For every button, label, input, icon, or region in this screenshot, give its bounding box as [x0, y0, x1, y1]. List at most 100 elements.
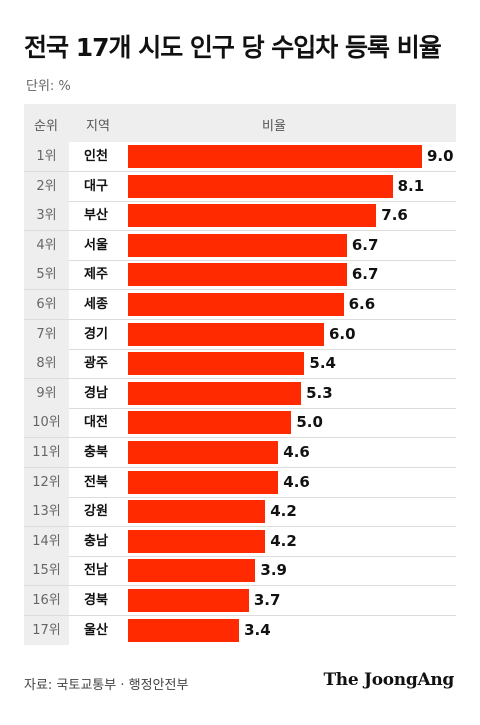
bar	[128, 589, 249, 612]
bar	[128, 174, 393, 198]
row-divider	[24, 496, 456, 498]
chart-title: 전국 17개 시도 인구 당 수입차 등록 비율	[24, 33, 442, 62]
rank-label: 9위	[24, 378, 69, 408]
region-label: 강원	[84, 504, 108, 520]
region-label: 울산	[84, 622, 108, 638]
value-label: 3.7	[253, 591, 281, 609]
table-row: 12위 전북 4.6	[24, 467, 456, 497]
table-row: 10위 대전 5.0	[24, 408, 456, 438]
table-row: 15위 전남 3.9	[24, 556, 456, 586]
row-divider	[24, 200, 456, 202]
bar	[128, 352, 305, 376]
brand-logo: The JoongAng	[323, 670, 454, 690]
bar	[128, 618, 240, 642]
region-label: 제주	[84, 267, 108, 283]
value-label: 5.4	[309, 354, 336, 373]
rank-label: 8위	[24, 349, 69, 379]
bar	[128, 145, 422, 168]
row-divider	[24, 289, 456, 291]
bar	[128, 263, 347, 287]
region-label: 부산	[84, 208, 108, 224]
table-row: 16위 경북 3.7	[24, 586, 456, 615]
table-row: 5위 제주 6.7	[24, 260, 456, 290]
value-label: 4.2	[270, 531, 297, 550]
table-row: 17위 울산 3.4	[24, 615, 456, 645]
rank-label: 6위	[24, 290, 69, 319]
rank-label: 2위	[24, 171, 69, 201]
bar	[128, 293, 344, 316]
row-divider	[24, 348, 456, 350]
table-header: 순위 지역 비율	[24, 104, 456, 142]
row-divider	[24, 615, 456, 616]
row-divider	[24, 437, 456, 439]
bar	[128, 500, 266, 524]
rank-label: 3위	[24, 201, 69, 231]
region-label: 대구	[84, 178, 108, 194]
bar	[128, 441, 279, 464]
rank-label: 14위	[24, 526, 69, 556]
rank-label: 12위	[24, 467, 69, 497]
row-divider	[24, 259, 456, 261]
region-label: 경기	[84, 326, 108, 342]
table-row: 8위 광주 5.4	[24, 349, 456, 379]
bar	[128, 233, 347, 257]
region-label: 세종	[84, 297, 108, 312]
rank-column-header: 순위	[34, 119, 58, 134]
table-row: 11위 충북 4.6	[24, 438, 456, 467]
bar	[128, 322, 324, 346]
value-label: 8.1	[397, 176, 425, 195]
row-divider	[24, 171, 456, 172]
bar	[128, 470, 279, 494]
region-label: 서울	[84, 237, 108, 253]
region-label: 경남	[84, 385, 108, 401]
rank-label: 15위	[24, 556, 69, 586]
region-label: 전남	[84, 563, 108, 579]
table-row: 3위 부산 7.6	[24, 201, 456, 231]
rank-label: 7위	[24, 319, 69, 349]
region-label: 충남	[84, 533, 108, 549]
bar	[128, 529, 266, 553]
rank-label: 5위	[24, 260, 69, 290]
rank-label: 11위	[24, 438, 69, 467]
rank-label: 17위	[24, 615, 69, 645]
value-label: 7.6	[381, 206, 408, 225]
value-label: 6.7	[351, 235, 379, 254]
value-label: 6.7	[351, 265, 379, 284]
value-label: 3.9	[260, 561, 287, 580]
rank-label: 1위	[24, 142, 69, 171]
value-label: 6.0	[329, 324, 356, 343]
value-label: 4.6	[283, 443, 310, 461]
row-divider	[24, 407, 456, 409]
value-label: 9.0	[427, 147, 454, 165]
region-label: 경북	[84, 593, 108, 608]
table-row: 6위 세종 6.6	[24, 290, 456, 319]
source-note: 자료: 국토교통부 · 행정안전부	[24, 678, 189, 693]
region-label: 전북	[84, 474, 108, 490]
value-label: 5.0	[296, 413, 323, 432]
region-label: 충북	[84, 445, 108, 460]
bar	[128, 559, 256, 583]
table-row: 14위 충남 4.2	[24, 526, 456, 556]
value-label: 4.2	[270, 502, 297, 521]
bar	[128, 381, 302, 405]
value-label: 4.6	[283, 472, 310, 491]
row-divider	[24, 585, 456, 587]
unit-label: 단위: %	[26, 79, 71, 94]
table-row: 1위 인천 9.0	[24, 142, 456, 171]
row-divider	[24, 378, 456, 380]
region-column-header: 지역	[86, 119, 110, 134]
region-label: 인천	[84, 149, 108, 164]
table-row: 13위 강원 4.2	[24, 497, 456, 527]
row-divider	[24, 555, 456, 557]
table-row: 4위 서울 6.7	[24, 230, 456, 260]
rank-label: 4위	[24, 230, 69, 260]
table-row: 9위 경남 5.3	[24, 378, 456, 408]
rank-label: 16위	[24, 586, 69, 615]
bar	[128, 204, 377, 228]
table-row: 7위 경기 6.0	[24, 319, 456, 349]
value-label: 6.6	[348, 295, 376, 313]
row-divider	[24, 319, 456, 320]
region-label: 광주	[84, 356, 108, 372]
table-row: 2위 대구 8.1	[24, 171, 456, 201]
rank-label: 10위	[24, 408, 69, 438]
